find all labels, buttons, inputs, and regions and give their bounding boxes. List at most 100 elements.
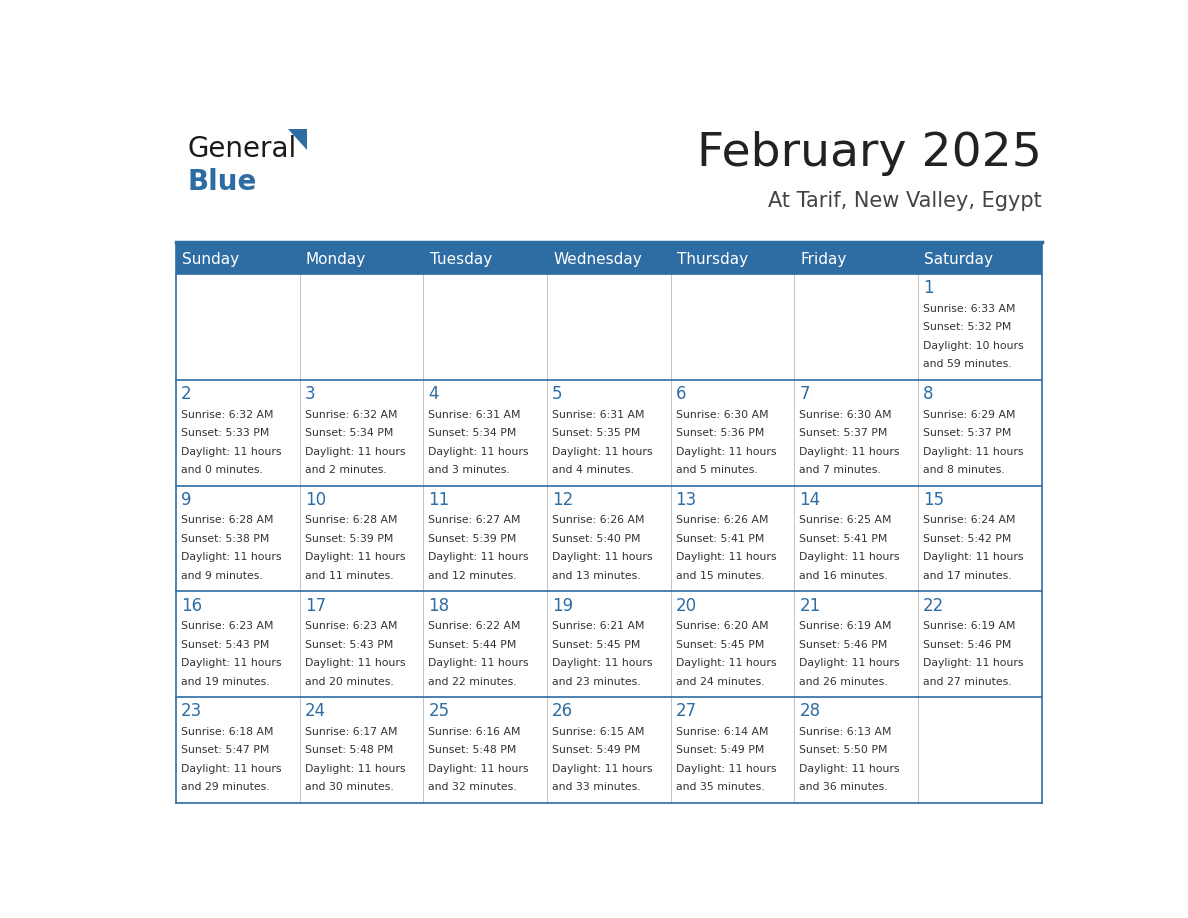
Text: 26: 26 xyxy=(552,702,573,721)
Text: and 13 minutes.: and 13 minutes. xyxy=(552,571,640,581)
Text: Sunset: 5:46 PM: Sunset: 5:46 PM xyxy=(800,640,887,650)
Bar xyxy=(423,274,546,380)
Text: Daylight: 11 hours: Daylight: 11 hours xyxy=(429,553,529,562)
Text: Thursday: Thursday xyxy=(677,252,748,267)
Text: Sunset: 5:48 PM: Sunset: 5:48 PM xyxy=(429,745,517,756)
Text: Daylight: 11 hours: Daylight: 11 hours xyxy=(304,764,405,774)
Text: 19: 19 xyxy=(552,597,573,615)
Bar xyxy=(299,697,423,803)
Text: Sunset: 5:34 PM: Sunset: 5:34 PM xyxy=(304,428,393,438)
Text: Sunrise: 6:19 AM: Sunrise: 6:19 AM xyxy=(800,621,892,631)
Text: Sunset: 5:50 PM: Sunset: 5:50 PM xyxy=(800,745,887,756)
Text: and 24 minutes.: and 24 minutes. xyxy=(676,677,764,687)
Text: Sunrise: 6:15 AM: Sunrise: 6:15 AM xyxy=(552,727,644,737)
Text: 22: 22 xyxy=(923,597,944,615)
Text: Daylight: 11 hours: Daylight: 11 hours xyxy=(800,764,899,774)
Text: Sunrise: 6:26 AM: Sunrise: 6:26 AM xyxy=(676,515,769,525)
Text: Daylight: 11 hours: Daylight: 11 hours xyxy=(181,446,282,456)
Bar xyxy=(918,380,1042,486)
Text: Sunrise: 6:22 AM: Sunrise: 6:22 AM xyxy=(429,621,520,631)
Text: Daylight: 10 hours: Daylight: 10 hours xyxy=(923,341,1024,351)
Text: Sunset: 5:36 PM: Sunset: 5:36 PM xyxy=(676,428,764,438)
Text: Sunset: 5:46 PM: Sunset: 5:46 PM xyxy=(923,640,1011,650)
Bar xyxy=(918,274,1042,380)
Text: Daylight: 11 hours: Daylight: 11 hours xyxy=(304,553,405,562)
Text: and 2 minutes.: and 2 minutes. xyxy=(304,465,386,475)
Text: Daylight: 11 hours: Daylight: 11 hours xyxy=(676,658,776,668)
Text: Sunrise: 6:13 AM: Sunrise: 6:13 AM xyxy=(800,727,892,737)
Text: and 16 minutes.: and 16 minutes. xyxy=(800,571,887,581)
Text: 24: 24 xyxy=(304,702,326,721)
Bar xyxy=(299,274,423,380)
Text: 28: 28 xyxy=(800,702,821,721)
Text: 13: 13 xyxy=(676,491,697,509)
Text: Sunrise: 6:19 AM: Sunrise: 6:19 AM xyxy=(923,621,1016,631)
Text: Monday: Monday xyxy=(307,252,366,267)
Text: 18: 18 xyxy=(429,597,449,615)
Text: Sunrise: 6:30 AM: Sunrise: 6:30 AM xyxy=(800,409,892,420)
Text: At Tarif, New Valley, Egypt: At Tarif, New Valley, Egypt xyxy=(767,192,1042,211)
Text: and 22 minutes.: and 22 minutes. xyxy=(429,677,517,687)
Text: Sunset: 5:41 PM: Sunset: 5:41 PM xyxy=(676,533,764,543)
Text: 12: 12 xyxy=(552,491,574,509)
Bar xyxy=(176,380,299,486)
Text: Daylight: 11 hours: Daylight: 11 hours xyxy=(800,446,899,456)
Text: Blue: Blue xyxy=(188,168,257,196)
Bar xyxy=(918,591,1042,697)
Bar xyxy=(176,486,299,591)
Text: Sunrise: 6:27 AM: Sunrise: 6:27 AM xyxy=(429,515,520,525)
Text: 23: 23 xyxy=(181,702,202,721)
Text: Sunset: 5:37 PM: Sunset: 5:37 PM xyxy=(800,428,887,438)
Text: Daylight: 11 hours: Daylight: 11 hours xyxy=(923,446,1023,456)
Text: Sunset: 5:43 PM: Sunset: 5:43 PM xyxy=(181,640,270,650)
Text: Saturday: Saturday xyxy=(924,252,993,267)
Bar xyxy=(918,486,1042,591)
Text: Daylight: 11 hours: Daylight: 11 hours xyxy=(676,446,776,456)
Text: Daylight: 11 hours: Daylight: 11 hours xyxy=(552,553,652,562)
Bar xyxy=(423,697,546,803)
Text: Daylight: 11 hours: Daylight: 11 hours xyxy=(800,658,899,668)
Text: and 5 minutes.: and 5 minutes. xyxy=(676,465,758,475)
Text: Sunrise: 6:26 AM: Sunrise: 6:26 AM xyxy=(552,515,644,525)
Text: Sunrise: 6:31 AM: Sunrise: 6:31 AM xyxy=(552,409,644,420)
Text: Sunrise: 6:33 AM: Sunrise: 6:33 AM xyxy=(923,304,1016,314)
Text: Sunrise: 6:18 AM: Sunrise: 6:18 AM xyxy=(181,727,273,737)
Text: Sunset: 5:49 PM: Sunset: 5:49 PM xyxy=(676,745,764,756)
Text: Sunrise: 6:32 AM: Sunrise: 6:32 AM xyxy=(304,409,397,420)
Bar xyxy=(299,380,423,486)
Bar xyxy=(423,591,546,697)
Text: Daylight: 11 hours: Daylight: 11 hours xyxy=(429,658,529,668)
Bar xyxy=(671,274,795,380)
Text: and 26 minutes.: and 26 minutes. xyxy=(800,677,887,687)
Text: Sunrise: 6:24 AM: Sunrise: 6:24 AM xyxy=(923,515,1016,525)
Text: Sunset: 5:48 PM: Sunset: 5:48 PM xyxy=(304,745,393,756)
Text: General: General xyxy=(188,135,297,162)
Bar xyxy=(671,697,795,803)
Bar xyxy=(546,486,671,591)
Text: Sunrise: 6:17 AM: Sunrise: 6:17 AM xyxy=(304,727,397,737)
Text: and 12 minutes.: and 12 minutes. xyxy=(429,571,517,581)
Text: 25: 25 xyxy=(429,702,449,721)
Text: Daylight: 11 hours: Daylight: 11 hours xyxy=(676,764,776,774)
Text: Sunset: 5:35 PM: Sunset: 5:35 PM xyxy=(552,428,640,438)
Text: Daylight: 11 hours: Daylight: 11 hours xyxy=(429,764,529,774)
Text: Sunrise: 6:23 AM: Sunrise: 6:23 AM xyxy=(304,621,397,631)
Text: 4: 4 xyxy=(429,386,438,403)
Text: Sunrise: 6:20 AM: Sunrise: 6:20 AM xyxy=(676,621,769,631)
Text: Daylight: 11 hours: Daylight: 11 hours xyxy=(304,658,405,668)
Text: Wednesday: Wednesday xyxy=(554,252,642,267)
Text: Sunrise: 6:28 AM: Sunrise: 6:28 AM xyxy=(304,515,397,525)
Text: Sunset: 5:44 PM: Sunset: 5:44 PM xyxy=(429,640,517,650)
Text: 20: 20 xyxy=(676,597,696,615)
Text: Daylight: 11 hours: Daylight: 11 hours xyxy=(676,553,776,562)
Text: Sunset: 5:38 PM: Sunset: 5:38 PM xyxy=(181,533,270,543)
Text: Sunrise: 6:32 AM: Sunrise: 6:32 AM xyxy=(181,409,273,420)
Text: and 3 minutes.: and 3 minutes. xyxy=(429,465,510,475)
Text: 15: 15 xyxy=(923,491,944,509)
Bar xyxy=(546,274,671,380)
Text: Sunrise: 6:29 AM: Sunrise: 6:29 AM xyxy=(923,409,1016,420)
Text: and 20 minutes.: and 20 minutes. xyxy=(304,677,393,687)
Bar xyxy=(546,591,671,697)
Text: and 7 minutes.: and 7 minutes. xyxy=(800,465,881,475)
Text: and 36 minutes.: and 36 minutes. xyxy=(800,782,887,792)
